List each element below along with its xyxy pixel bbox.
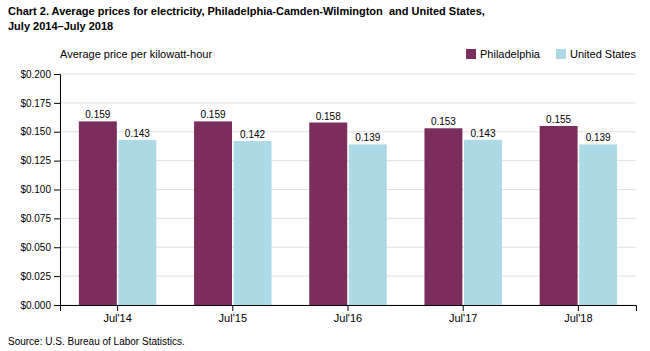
data-label: 0.139 xyxy=(586,132,611,143)
x-tick-label: Jul'17 xyxy=(449,312,477,324)
legend-swatch xyxy=(466,49,476,59)
y-tick-mark xyxy=(54,161,60,162)
x-tick-mark xyxy=(463,305,464,311)
bar xyxy=(309,123,347,305)
grid-line xyxy=(60,102,636,103)
bar-series xyxy=(118,140,617,305)
y-tick: $0.175 xyxy=(20,98,60,109)
x-tick: Jul'16 xyxy=(334,305,362,324)
y-tick-label: $0.050 xyxy=(20,242,51,253)
y-tick: $0.200 xyxy=(20,69,60,80)
y-tick-label: $0.100 xyxy=(20,184,51,195)
legend: Philadelphia United States xyxy=(466,48,636,60)
data-label: 0.153 xyxy=(431,116,456,127)
y-tick-mark xyxy=(54,190,60,191)
x-tick: Jul'17 xyxy=(449,305,477,324)
x-axis: Jul'14 Jul'15 Jul'16 Jul'17 Jul'18 xyxy=(61,305,637,324)
y-tick-mark xyxy=(54,305,60,306)
bar xyxy=(579,144,617,305)
y-axis-title: Average price per kilowatt-hour xyxy=(60,48,212,60)
data-label: 0.155 xyxy=(546,114,571,125)
x-tick-label: Jul'14 xyxy=(103,312,131,324)
legend-label: Philadelphia xyxy=(480,48,541,60)
y-tick: $0.150 xyxy=(20,126,60,137)
y-tick-label: $0.025 xyxy=(20,271,51,282)
data-label: 0.139 xyxy=(355,132,380,143)
data-label: 0.159 xyxy=(85,109,110,120)
y-tick-mark xyxy=(54,132,60,133)
bar xyxy=(349,144,387,305)
x-tick-mark xyxy=(232,305,233,311)
chart: Chart 2. Average prices for electricity,… xyxy=(0,0,650,351)
y-axis-line xyxy=(54,75,61,306)
x-tick-label: Jul'18 xyxy=(564,312,592,324)
data-label: 0.159 xyxy=(201,109,226,120)
bar xyxy=(464,140,502,305)
x-axis-line xyxy=(61,306,637,312)
x-tick-mark xyxy=(348,305,349,311)
source: Source: U.S. Bureau of Labor Statistics. xyxy=(8,336,185,347)
y-tick-mark xyxy=(54,74,60,75)
y-tick-label: $0.000 xyxy=(20,300,51,311)
y-tick-mark xyxy=(54,103,60,104)
bar xyxy=(424,128,462,305)
title: Chart 2. Average prices for electricity,… xyxy=(8,5,485,17)
y-tick: $0.000 xyxy=(20,300,60,311)
data-label: 0.143 xyxy=(470,128,495,139)
y-tick-label: $0.175 xyxy=(20,98,51,109)
y-tick: $0.125 xyxy=(20,155,60,166)
bar xyxy=(540,126,578,305)
data-label: 0.158 xyxy=(316,111,341,122)
y-tick: $0.075 xyxy=(20,213,60,224)
bar-series xyxy=(79,121,578,305)
bar xyxy=(79,121,117,305)
y-tick-label: $0.075 xyxy=(20,213,51,224)
legend-item: United States xyxy=(556,48,637,60)
bar xyxy=(234,141,272,305)
legend-label: United States xyxy=(570,48,637,60)
bars xyxy=(79,121,617,305)
bar xyxy=(194,121,232,305)
x-tick: Jul'18 xyxy=(564,305,592,324)
x-tick-label: Jul'15 xyxy=(219,312,247,324)
x-tick-mark xyxy=(117,305,118,311)
y-axis: $0.000 $0.025 $0.050 $0.075 $0.100 $0.125 $0.1… xyxy=(20,69,60,311)
data-label: 0.142 xyxy=(240,129,265,140)
legend-item: Philadelphia xyxy=(466,48,541,60)
legend-swatch xyxy=(556,49,566,59)
grid xyxy=(60,74,636,305)
grid-line xyxy=(60,74,636,75)
y-tick-mark xyxy=(54,247,60,248)
data-labels: 0.159 0.159 0.158 0.153 0.155 0.143 0.142 0.139… xyxy=(85,109,611,143)
y-tick-label: $0.200 xyxy=(20,69,51,80)
y-tick-mark xyxy=(54,218,60,219)
y-tick-label: $0.150 xyxy=(20,126,51,137)
x-tick: Jul'15 xyxy=(219,305,247,324)
y-tick-label: $0.125 xyxy=(20,155,51,166)
data-label: 0.143 xyxy=(125,128,150,139)
y-tick-mark xyxy=(54,276,60,277)
x-tick: Jul'14 xyxy=(103,305,131,324)
y-tick: $0.025 xyxy=(20,271,60,282)
bar xyxy=(118,140,156,305)
subtitle: July 2014–July 2018 xyxy=(8,20,113,32)
y-tick: $0.050 xyxy=(20,242,60,253)
y-tick: $0.100 xyxy=(20,184,60,195)
x-tick-label: Jul'16 xyxy=(334,312,362,324)
x-tick-mark xyxy=(578,305,579,311)
